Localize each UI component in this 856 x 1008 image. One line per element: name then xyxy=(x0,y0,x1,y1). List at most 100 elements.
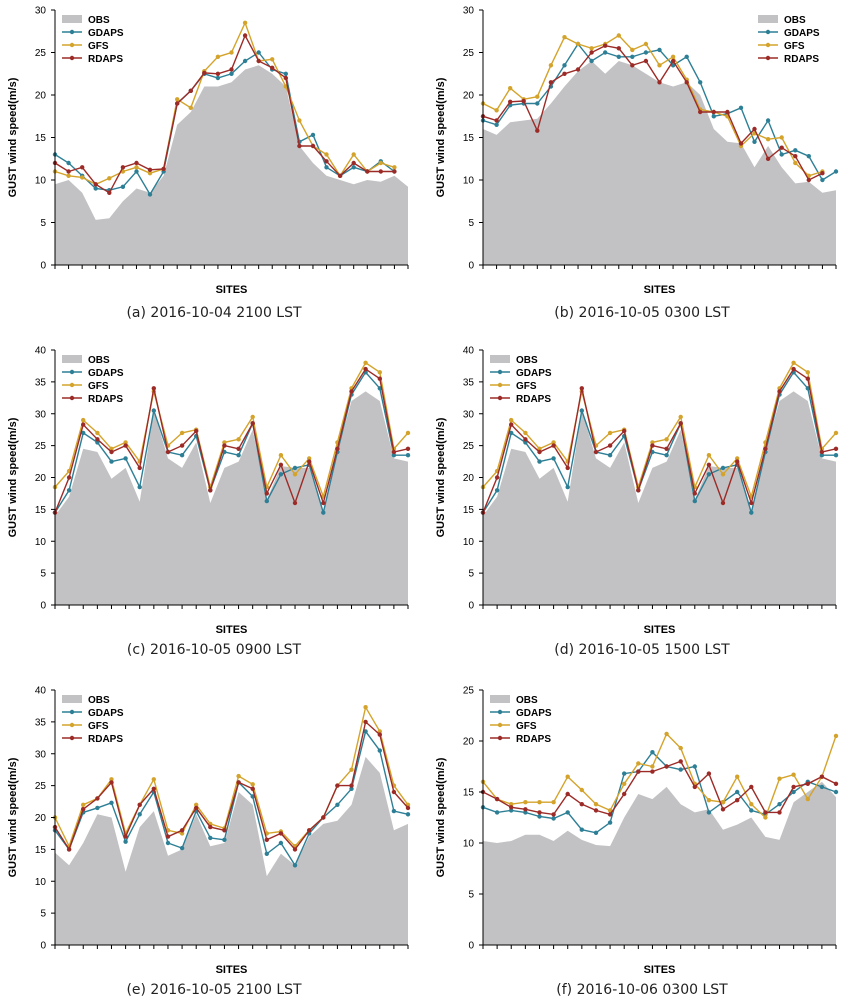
gfs-point xyxy=(565,774,570,779)
gdaps-point xyxy=(749,808,754,813)
gdaps-point xyxy=(179,845,185,851)
rdaps-point xyxy=(752,126,757,132)
y-tick-label: 15 xyxy=(35,133,47,144)
gdaps-point xyxy=(706,472,712,477)
rdaps-point xyxy=(684,80,689,85)
gfs-point xyxy=(706,798,712,803)
gdaps-point xyxy=(684,54,689,59)
rdaps-point xyxy=(335,446,340,451)
gdaps-point xyxy=(109,459,114,464)
rdaps-point xyxy=(321,500,326,506)
y-tick-label: 40 xyxy=(463,346,475,357)
y-tick-label: 15 xyxy=(463,788,475,799)
y-tick-label: 15 xyxy=(35,505,47,516)
rdaps-point xyxy=(66,169,71,174)
gfs-line xyxy=(54,361,409,499)
rdaps-point xyxy=(236,446,241,451)
gfs-point xyxy=(107,176,112,181)
legend-label-obs: OBS xyxy=(88,15,110,26)
rdaps-point xyxy=(391,449,397,455)
legend-marker-gdaps xyxy=(497,709,503,715)
gfs-point xyxy=(678,414,683,420)
y-tick-label: 30 xyxy=(35,409,47,420)
gdaps-point xyxy=(292,863,298,868)
obs-area xyxy=(483,391,836,605)
legend-label-obs: OBS xyxy=(88,355,110,366)
y-tick-label: 25 xyxy=(463,48,475,59)
gdaps-point xyxy=(324,165,329,170)
legend-label-rdaps: RDAPS xyxy=(88,394,123,405)
rdaps-point xyxy=(215,71,221,77)
gdaps-point xyxy=(537,459,542,464)
chart-svg-f: 0 5 10 15 20 25 SITES GUST wind speed(m/s) OBS GD… xyxy=(435,686,839,976)
chart-svg-a: 0 5 10 15 20 25 30 SITES GUST wind speed(m/s) OBS… xyxy=(7,6,409,296)
y-tick-label: 20 xyxy=(35,813,47,824)
rdaps-point xyxy=(270,65,275,71)
rdaps-point xyxy=(188,88,193,94)
rdaps-point xyxy=(109,780,114,785)
gfs-point xyxy=(242,20,248,25)
gfs-point xyxy=(278,453,284,458)
gfs-point xyxy=(292,472,298,477)
rdaps-point xyxy=(335,783,340,788)
chart-svg-d: 0 5 10 15 20 25 30 35 40 SITES GUST wind speed(m/s… xyxy=(435,346,839,636)
gdaps-point xyxy=(494,122,499,128)
gfs-point xyxy=(562,35,567,40)
rdaps-point xyxy=(650,443,655,448)
rdaps-point xyxy=(292,500,298,506)
gdaps-point xyxy=(242,58,248,64)
rdaps-point xyxy=(179,443,185,448)
gfs-point xyxy=(324,152,329,157)
y-tick-label: 10 xyxy=(463,839,475,850)
rdaps-line xyxy=(482,44,823,181)
rdaps-point xyxy=(208,824,213,830)
rdaps-point xyxy=(791,784,796,790)
gfs-line xyxy=(482,732,837,819)
gdaps-point xyxy=(607,453,613,458)
rdaps-point xyxy=(109,449,114,455)
legend-label-obs: OBS xyxy=(88,695,110,706)
rdaps-point xyxy=(523,437,528,442)
y-tick-label: 20 xyxy=(463,737,475,748)
rdaps-point xyxy=(123,443,128,448)
y-tick-label: 30 xyxy=(35,749,47,760)
rdaps-point xyxy=(779,145,784,150)
chart-panel-f: 0 5 10 15 20 25 SITES GUST wind speed(m/s) OBS GD… xyxy=(428,680,856,1008)
gfs-point xyxy=(494,108,499,113)
rdaps-point xyxy=(791,366,796,372)
gfs-point xyxy=(134,165,139,170)
y-tick-label: 5 xyxy=(468,569,474,580)
rdaps-point xyxy=(692,784,697,790)
gfs-point xyxy=(377,370,382,375)
rdaps-point xyxy=(706,462,712,467)
y-tick-label: 25 xyxy=(35,441,47,452)
chart-caption-d: (d) 2016-10-05 1500 LST xyxy=(554,642,730,658)
gfs-point xyxy=(179,430,185,436)
gfs-point xyxy=(236,773,241,779)
y-tick-label: 5 xyxy=(468,890,474,901)
y-tick-label: 40 xyxy=(35,346,47,357)
gfs-point xyxy=(250,782,255,787)
rdaps-point xyxy=(405,805,411,811)
rdaps-point xyxy=(337,173,343,178)
x-axis-label: SITES xyxy=(644,284,676,296)
gdaps-point xyxy=(137,812,142,817)
rdaps-point xyxy=(819,774,825,779)
gfs-point xyxy=(805,796,810,802)
gfs-point xyxy=(670,54,676,59)
y-tick-label: 0 xyxy=(468,941,474,952)
gfs-point xyxy=(593,802,599,807)
legend-label-obs: OBS xyxy=(516,695,538,706)
rdaps-point xyxy=(134,160,139,166)
gdaps-point xyxy=(791,789,796,795)
rdaps-point xyxy=(137,802,142,807)
gdaps-point xyxy=(650,750,655,755)
gdaps-point xyxy=(321,510,326,515)
gdaps-point xyxy=(405,812,411,817)
chart-panel-c: 0 5 10 15 20 25 30 35 40 SITES GUST wind speed(m/s… xyxy=(0,340,428,676)
rdaps-point xyxy=(264,837,269,842)
legend-label-gfs: GFS xyxy=(88,721,109,732)
legend-marker-gfs xyxy=(497,382,503,388)
rdaps-point xyxy=(161,166,166,172)
legend-swatch-obs xyxy=(62,355,82,363)
